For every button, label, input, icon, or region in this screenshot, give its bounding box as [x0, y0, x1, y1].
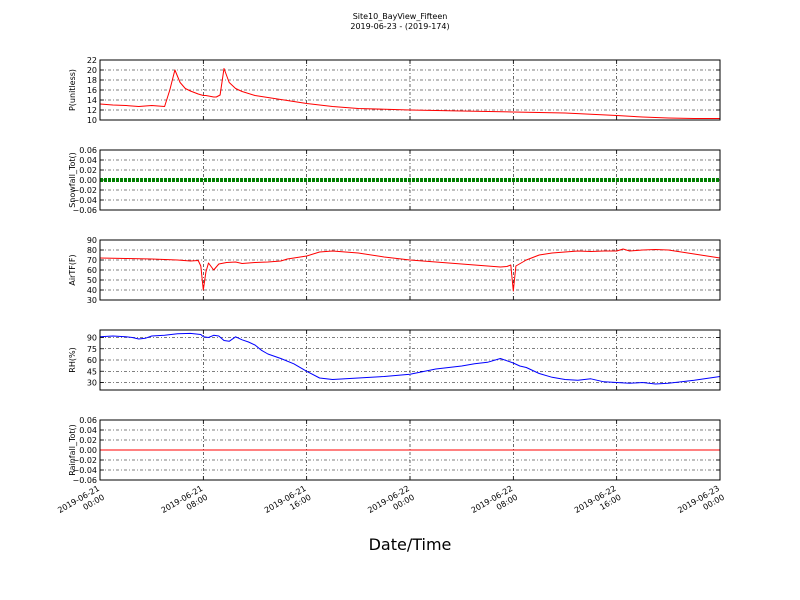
y-tick-label: 60: [87, 356, 97, 365]
x-tick-label: 2019-06-2216:00: [573, 484, 623, 524]
panel-1: −0.06−0.04−0.020.000.020.040.06Snowfall_…: [68, 146, 721, 215]
y-tick-label: −0.02: [72, 456, 97, 465]
panel-3: 30 45 60 75 90 RH(%): [68, 329, 721, 391]
y-tick-label: 18: [87, 76, 97, 85]
y-tick-label: 16: [87, 86, 97, 95]
y-tick-label: 0.02: [79, 436, 97, 445]
plot-frame: [99, 149, 721, 211]
y-tick-label: 10: [87, 116, 97, 125]
y-tick-label: 30: [87, 296, 97, 305]
y-tick-label: −0.06: [72, 476, 97, 485]
panel-4: −0.06−0.04−0.020.000.020.040.06Rainfall_…: [68, 416, 721, 485]
x-tick-label: 2019-06-2200:00: [366, 484, 416, 524]
y-axis-label: P(unitless): [68, 69, 77, 111]
y-tick-label: 60: [87, 266, 97, 275]
y-tick-label: −0.06: [72, 206, 97, 215]
y-tick-label: 90: [87, 236, 97, 245]
y-tick-label: 14: [87, 96, 97, 105]
plot-frame: [99, 329, 721, 391]
y-axis-label: RH(%): [68, 347, 77, 372]
plot-frame: [99, 419, 721, 481]
x-tick-label: 2019-06-2100:00: [56, 484, 106, 524]
y-tick-label: 0.06: [79, 416, 97, 425]
y-tick-label: 80: [87, 246, 97, 255]
y-tick-label: 40: [87, 286, 97, 295]
figure-subtitle: 2019-06-23 - (2019-174): [350, 22, 449, 31]
y-tick-label: 0.02: [79, 166, 97, 175]
series-line-0: [99, 68, 720, 119]
y-tick-label: −0.04: [72, 196, 97, 205]
figure-title: Site10_BayView_Fifteen: [353, 12, 448, 21]
series-line-3: [99, 332, 721, 385]
x-tick-label: 2019-06-2116:00: [263, 484, 313, 524]
y-tick-label: 20: [87, 66, 97, 75]
y-tick-label: 70: [87, 256, 97, 265]
series-line-2: [99, 248, 721, 292]
y-tick-label: −0.02: [72, 186, 97, 195]
y-tick-label: 30: [87, 379, 97, 388]
x-tick-label: 2019-06-2300:00: [676, 484, 726, 524]
y-tick-label: 0.00: [79, 446, 97, 455]
y-tick-label: 22: [87, 56, 97, 65]
y-tick-label: 0.04: [79, 426, 97, 435]
y-tick-label: 50: [87, 276, 97, 285]
y-tick-label: 0.06: [79, 146, 97, 155]
y-tick-label: −0.04: [72, 466, 97, 475]
y-tick-label: 90: [87, 334, 97, 343]
chart-panels: 10121416182022P(unitless)−0.06−0.04−0.02…: [68, 56, 721, 485]
y-tick-label: 12: [87, 106, 97, 115]
x-axis-tick-labels: 2019-06-2100:00 2019-06-2108:00 2019-06-21…: [56, 484, 726, 524]
x-tick-label: 2019-06-2208:00: [470, 484, 520, 524]
y-axis-label: Snowfall_Tot(): [68, 152, 77, 208]
y-axis-label: Rainfall_Tot(): [68, 424, 77, 476]
plot-frame: [99, 59, 721, 121]
x-tick-label: 2019-06-2108:00: [160, 484, 210, 524]
y-tick-label: 45: [87, 367, 97, 376]
y-tick-label: 0.00: [79, 176, 97, 185]
x-axis-label: Date/Time: [369, 535, 452, 554]
plot-frame: [99, 239, 721, 301]
y-tick-label: 75: [87, 345, 97, 354]
y-axis-label: AirTF(F): [68, 254, 77, 285]
y-tick-label: 0.04: [79, 156, 97, 165]
